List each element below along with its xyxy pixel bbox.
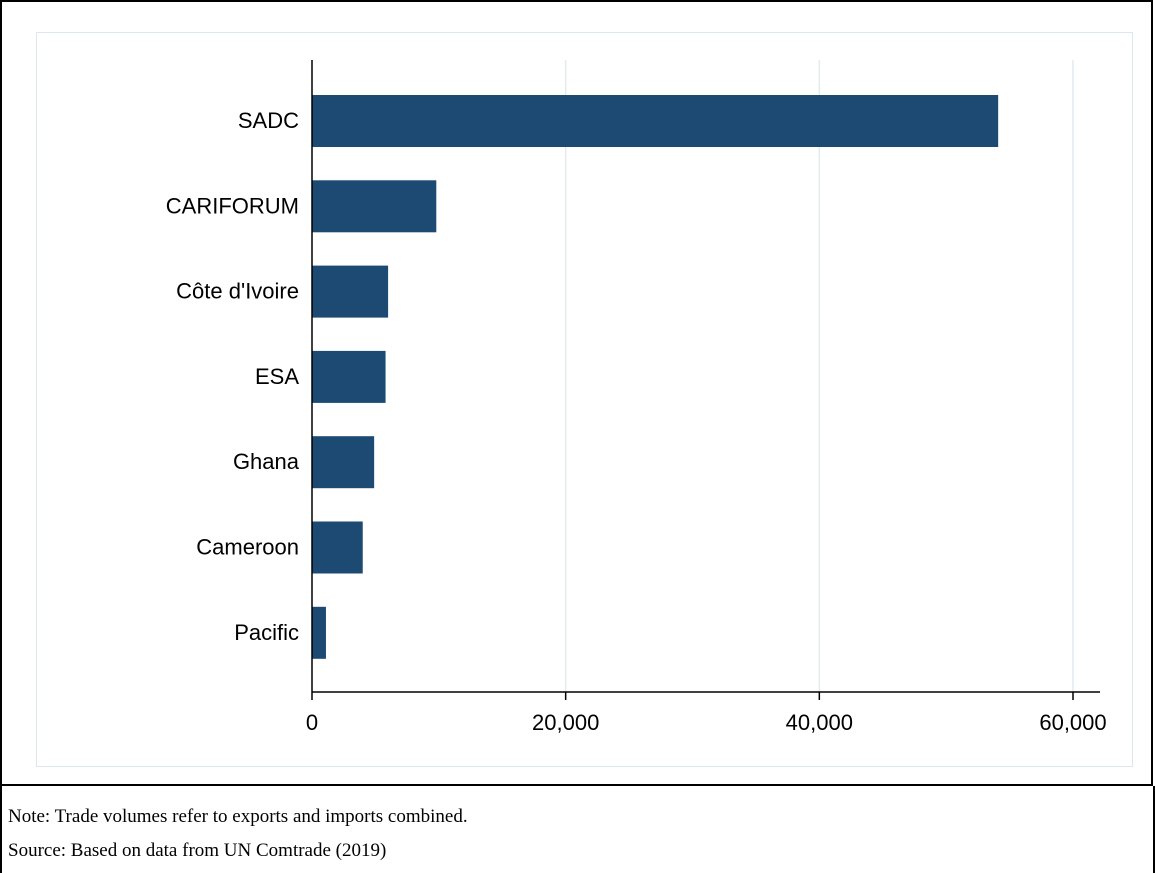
category-label-2: Côte d'Ivoire <box>176 279 299 304</box>
category-label-0: SADC <box>238 108 299 133</box>
figure-notes: Note: Trade volumes refer to exports and… <box>8 800 1148 868</box>
bar-3 <box>312 350 386 403</box>
category-label-4: Ghana <box>233 449 300 474</box>
note-text: Note: Trade volumes refer to exports and… <box>8 806 468 827</box>
x-tick-label-3: 60,000 <box>1039 710 1106 735</box>
bar-chart: SADC CARIFORUM Côte d'Ivoire ESA Ghana Camero… <box>166 60 1107 735</box>
frame-right-edge <box>1153 786 1155 873</box>
figure-frame <box>0 0 1153 786</box>
frame-left-edge <box>0 786 2 873</box>
category-label-3: ESA <box>255 364 299 389</box>
labels: SADC CARIFORUM Côte d'Ivoire ESA Ghana Camero… <box>166 108 1107 735</box>
x-tick-label-0: 0 <box>306 710 318 735</box>
category-label-1: CARIFORUM <box>166 193 299 218</box>
bar-6 <box>312 606 326 659</box>
bar-4 <box>312 436 375 489</box>
grid-lines <box>564 60 1074 692</box>
source-text: Source: Based on data from UN Comtrade (… <box>8 840 387 861</box>
plot-panel <box>36 32 1133 767</box>
category-label-5: Cameroon <box>196 535 299 560</box>
bar-1 <box>312 180 437 233</box>
bar-5 <box>312 521 363 574</box>
x-tick-label-2: 40,000 <box>786 710 853 735</box>
bars <box>312 95 999 659</box>
bar-0 <box>312 95 999 147</box>
bar-2 <box>312 265 389 318</box>
category-label-6: Pacific <box>234 620 299 645</box>
x-tick-label-1: 20,000 <box>532 710 599 735</box>
axes <box>311 60 1100 700</box>
